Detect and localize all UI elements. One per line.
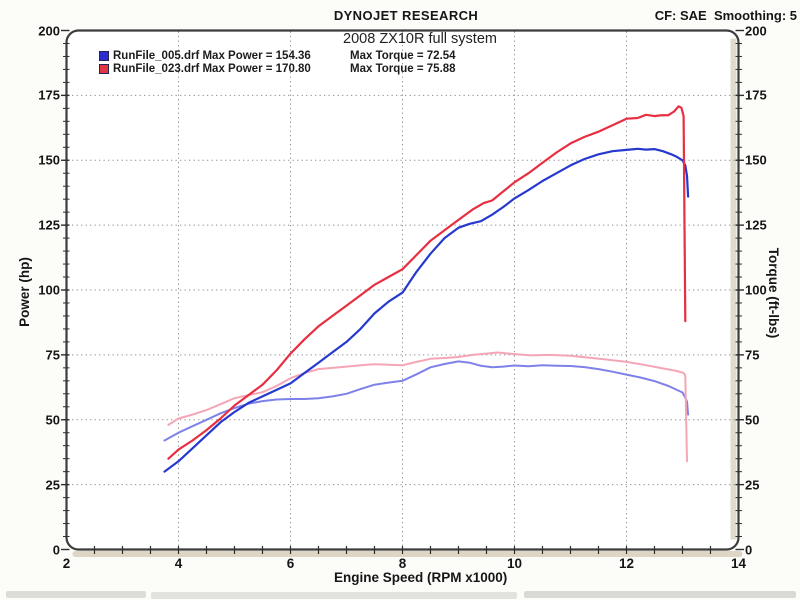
y-tick-label-right: 100 — [745, 282, 767, 298]
y-tick-label-right: 75 — [745, 347, 760, 363]
x-tick-label: 2 — [62, 556, 71, 571]
x-tick-label: 12 — [618, 556, 635, 571]
tick-marks — [61, 29, 744, 554]
curve-runfile-005-torque — [163, 360, 690, 442]
y-tick-label-right: 0 — [745, 542, 753, 557]
scan-artifact — [151, 592, 517, 599]
legend-row-runfile-023: RunFile_023.drf Max Power = 170.80 Max T… — [99, 63, 456, 75]
legend-row-runfile-005: RunFile_005.drf Max Power = 154.36 Max T… — [99, 50, 456, 62]
y-tick-label-left: 100 — [38, 282, 60, 298]
legend-power-text: RunFile_023.drf Max Power = 170.80 — [113, 63, 311, 75]
legend-swatch-red — [99, 64, 109, 74]
x-tick-label: 6 — [286, 556, 295, 571]
y-tick-label-right: 150 — [745, 152, 767, 168]
curve-runfile-005-power — [163, 147, 690, 473]
x-tick-label: 10 — [506, 556, 523, 571]
y-tick-label-left: 150 — [38, 152, 60, 168]
correction-smoothing-label: CF: SAE Smoothing: 5 — [654, 8, 797, 23]
y-tick-label-left: 50 — [45, 412, 60, 428]
y-tick-label-left: 25 — [45, 477, 60, 493]
brand-title: DYNOJET RESEARCH — [333, 8, 479, 23]
y-tick-label-right: 50 — [745, 412, 760, 428]
chart-title: 2008 ZX10R full system — [343, 31, 497, 47]
dyno-curves — [163, 105, 690, 473]
scan-shadow — [72, 38, 743, 557]
y-tick-label-right: 175 — [745, 87, 767, 103]
legend-torque-text: Max Torque = 72.54 — [350, 50, 456, 62]
y-tick-label-left: 125 — [38, 217, 60, 233]
x-axis-title: Engine Speed (RPM x1000) — [334, 570, 508, 585]
y-tick-label-left: 200 — [38, 23, 60, 38]
y-tick-label-right: 125 — [745, 217, 767, 233]
legend-torque-text: Max Torque = 75.88 — [350, 63, 456, 75]
legend-swatch-blue — [99, 51, 109, 61]
scan-artifact — [524, 591, 796, 598]
y-tick-label-right: 200 — [745, 23, 767, 38]
x-tick-label: 4 — [174, 556, 183, 571]
y-tick-label-left: 75 — [45, 347, 60, 363]
x-tick-label: 8 — [398, 556, 407, 571]
y-tick-label-right: 25 — [745, 477, 760, 493]
scan-artifact — [6, 591, 146, 598]
y-tick-label-left: 175 — [38, 87, 60, 103]
curve-runfile-023-power — [167, 105, 687, 460]
x-tick-label: 14 — [730, 556, 747, 571]
legend-power-text: RunFile_005.drf Max Power = 154.36 — [113, 50, 311, 62]
y-tick-label-left: 0 — [52, 542, 60, 557]
